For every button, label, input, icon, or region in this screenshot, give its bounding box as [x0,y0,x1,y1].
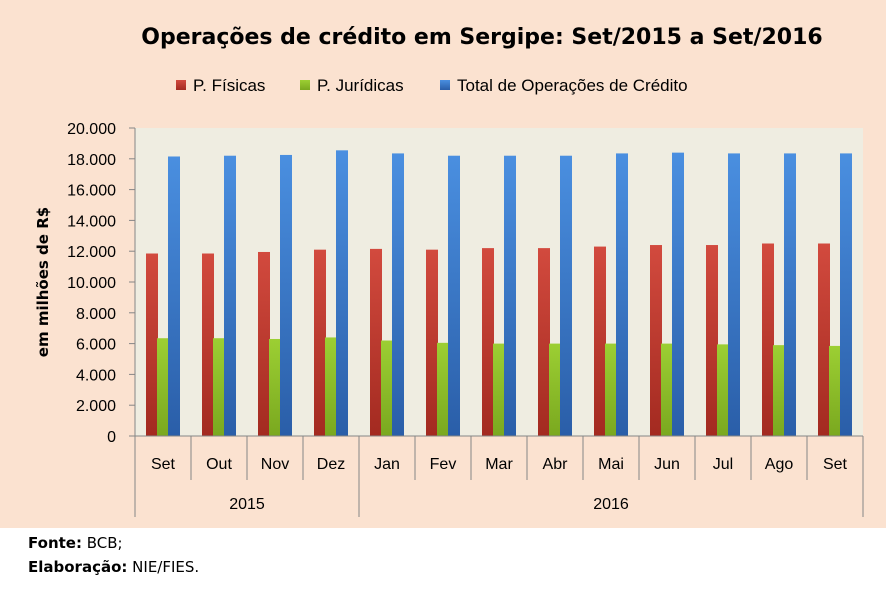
y-axis: 0 2.000 4.000 6.000 8.000 10.000 12.000 14.000 1… [67,121,136,446]
legend-swatch-2 [300,80,310,90]
bar-series-1 [370,248,382,436]
y-tick-label: 14.000 [67,213,116,230]
x-tick-label: Jul [713,456,733,473]
x-tick-label: Mar [485,456,513,473]
bar-series-1 [594,246,606,436]
bar-series-3 [728,153,740,436]
credit-line: Elaboração: NIE/FIES. [28,555,199,579]
x-tick-label: Fev [430,456,457,473]
x-group-label: 2016 [593,496,629,513]
bar-series-3 [336,150,348,436]
x-tick-label: Nov [261,456,289,473]
bar-series-2 [549,343,561,436]
y-axis-label: em milhões de R$ [34,207,52,357]
bar-series-2 [381,340,393,436]
bar-series-3 [168,156,180,437]
x-axis: Set Out Nov Dez Jan Fev Mar Abr Mai Jun Jul Ago Set 2… [134,435,864,517]
x-tick-label: Jun [654,456,680,473]
y-tick-label: 20.000 [67,121,116,138]
bar-series-1 [146,253,158,436]
bar-series-3 [784,153,796,436]
footer: Fonte: BCB; Elaboração: NIE/FIES. [28,531,199,579]
credit-value: NIE/FIES. [132,558,200,576]
bar-series-2 [717,344,729,436]
bar-series-2 [661,343,673,436]
x-tick-label: Ago [765,456,794,473]
x-tick-label: Dez [317,456,345,473]
x-group-label: 2015 [229,496,265,513]
bar-series-2 [213,338,225,436]
bar-series-2 [157,338,169,436]
y-tick-label: 12.000 [67,244,116,261]
x-tick-label: Set [823,456,848,473]
legend-swatch-3 [440,80,450,90]
y-tick-label: 10.000 [67,275,116,292]
bar-series-1 [202,253,214,436]
y-tick-label: 0 [107,429,116,446]
bar-series-1 [706,245,718,436]
source-value: BCB; [86,534,123,552]
bar-series-2 [325,337,337,436]
credit-label: Elaboração: [28,558,128,576]
bar-series-1 [258,251,270,436]
bar-series-1 [538,248,550,436]
x-tick-label: Jan [374,456,400,473]
legend-label-3: Total de Operações de Crédito [457,76,688,95]
x-tick-label: Set [151,456,176,473]
bar-series-3 [280,154,292,436]
bar-series-2 [493,343,505,436]
y-tick-label: 2.000 [76,398,116,415]
x-tick-label: Abr [543,456,569,473]
bar-series-1 [762,243,774,436]
bar-series-2 [773,345,785,436]
bar-series-3 [840,153,852,436]
bar-series-3 [392,153,404,436]
y-tick-label: 4.000 [76,367,116,384]
bar-series-2 [829,345,841,436]
bar-series-3 [672,152,684,436]
y-tick-label: 6.000 [76,337,116,354]
x-tick-label: Mai [598,456,624,473]
bar-series-3 [504,155,516,436]
bars [146,150,852,437]
chart-area: Operações de crédito em Sergipe: Set/201… [0,0,886,528]
legend-label-2: P. Jurídicas [317,76,404,95]
bar-series-1 [426,249,438,436]
bar-series-3 [616,153,628,436]
bar-series-1 [314,249,326,436]
legend-swatch-1 [176,80,186,90]
legend: P. Físicas P. Jurídicas Total de Operações… [176,76,688,95]
bar-series-1 [650,245,662,436]
bar-series-1 [482,248,494,436]
bar-series-3 [560,155,572,436]
source-line: Fonte: BCB; [28,531,199,555]
bar-series-2 [605,343,617,436]
bar-series-2 [437,342,449,436]
bar-series-2 [269,338,281,436]
legend-label-1: P. Físicas [193,76,265,95]
source-label: Fonte: [28,534,82,552]
bar-series-3 [448,155,460,436]
bar-series-3 [224,155,236,436]
x-tick-label: Out [206,456,232,473]
y-tick-label: 18.000 [67,152,116,169]
y-tick-label: 16.000 [67,183,116,200]
y-tick-label: 8.000 [76,306,116,323]
bar-series-1 [818,243,830,436]
chart-title: Operações de crédito em Sergipe: Set/201… [141,25,822,50]
bar-chart: Operações de crédito em Sergipe: Set/201… [34,25,864,517]
